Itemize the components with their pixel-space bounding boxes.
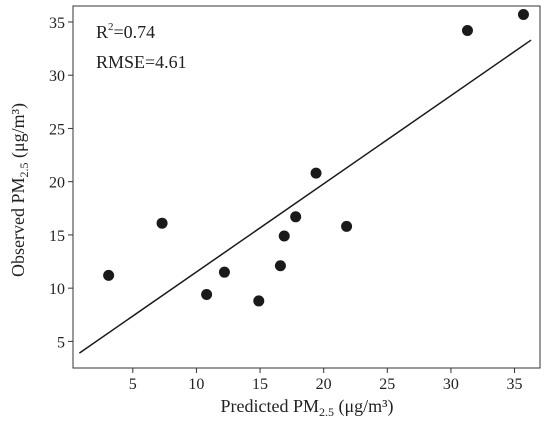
scatter-point: [461, 24, 473, 36]
x-axis-title: Predicted PM2.5 (μg/m³): [220, 396, 393, 419]
scatter-point: [517, 9, 529, 21]
scatter-point: [253, 295, 265, 307]
scatter-point: [156, 217, 168, 229]
plot-frame: [72, 5, 541, 369]
y-tick-label: 35: [49, 15, 65, 32]
scatter-point: [218, 266, 230, 278]
y-tick-label: 5: [57, 334, 65, 351]
x-tick-label: 10: [188, 376, 204, 393]
rmse-annotation: RMSE=4.61: [96, 52, 187, 72]
x-tick-label: 5: [129, 376, 137, 393]
data-points: [103, 9, 529, 307]
scatter-point: [103, 269, 115, 281]
y-tick-label: 30: [49, 68, 65, 85]
fit-line: [78, 39, 532, 354]
scatter-point: [274, 260, 286, 272]
scatter-point: [290, 211, 302, 223]
scatter-point: [278, 230, 290, 242]
y-tick-label: 20: [49, 175, 65, 192]
scatter-point: [201, 289, 213, 301]
r2-annotation: R2=0.74: [96, 21, 155, 42]
scatter-point: [310, 167, 322, 179]
x-tick-label: 35: [507, 376, 523, 393]
y-axis-title: Observed PM2.5 (μg/m³): [8, 103, 31, 277]
x-axis-ticks: 5 10 15 20 25 30 35: [129, 368, 523, 393]
scatter-point: [341, 220, 353, 232]
x-tick-label: 15: [252, 376, 268, 393]
x-tick-label: 20: [316, 376, 332, 393]
y-tick-label: 15: [49, 228, 65, 245]
y-tick-label: 25: [49, 121, 65, 138]
y-axis-ticks: 5 10 15 20 25 30 35: [49, 15, 73, 351]
y-tick-label: 10: [49, 281, 65, 298]
x-tick-label: 25: [379, 376, 395, 393]
x-tick-label: 30: [443, 376, 459, 393]
